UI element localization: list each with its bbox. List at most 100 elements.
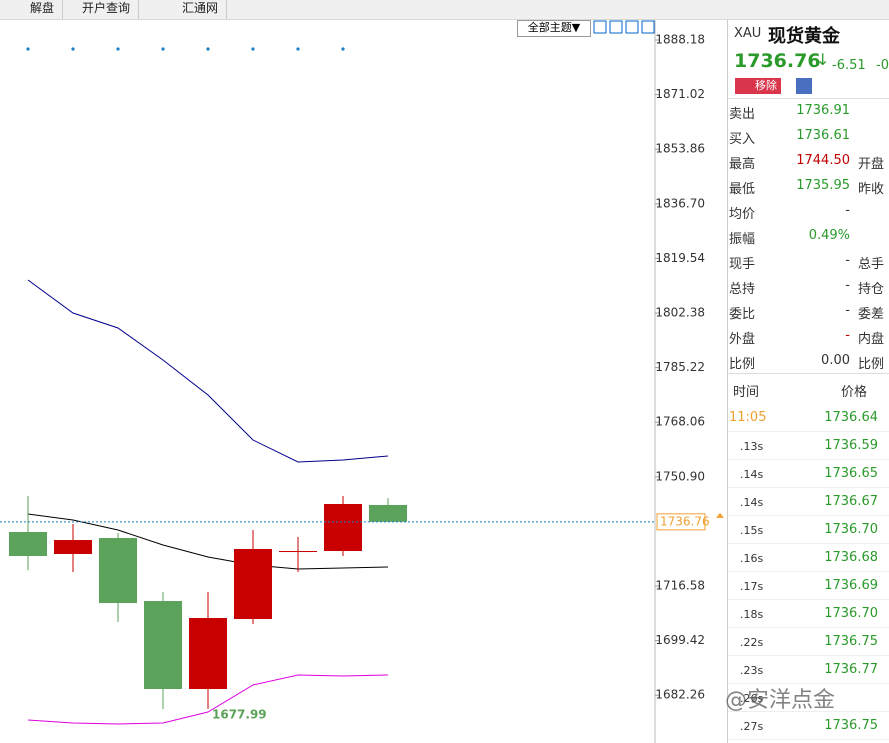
row-divider — [728, 543, 889, 544]
low-label: 1677.99 — [212, 707, 267, 721]
down-arrow: ↓ — [816, 50, 830, 69]
row-divider — [728, 711, 889, 712]
bell-button[interactable] — [796, 78, 812, 94]
icon[interactable] — [625, 20, 639, 34]
indicator-line — [27, 674, 389, 725]
trade-price: 1736.64 — [824, 410, 878, 425]
stat-label: 外盘 — [729, 332, 756, 347]
current-price-label: 1736.76 — [660, 514, 710, 528]
row-divider — [728, 487, 889, 488]
candle-body — [234, 548, 272, 619]
candle-body — [189, 618, 227, 690]
stat-value: - — [845, 278, 850, 293]
stat-value: - — [845, 328, 850, 343]
marker-dot — [161, 47, 165, 51]
row-divider — [728, 431, 889, 432]
trade-price: 1736.68 — [824, 550, 878, 565]
trade-price: 1736.75 — [824, 634, 878, 649]
trade-price: 1736.70 — [824, 606, 878, 621]
stat-extra: 总手 — [858, 257, 885, 272]
trade-time: .26s — [740, 692, 764, 705]
stat-label: 振幅 — [729, 232, 756, 247]
stat-extra: 开盘 — [858, 157, 885, 172]
y-tick-label: 1836.70 — [655, 196, 705, 210]
tab[interactable]: 汇通网 — [150, 0, 228, 19]
divider — [728, 98, 889, 99]
candle-body — [324, 504, 362, 552]
stat-label: 卖出 — [729, 107, 756, 122]
candle-body — [54, 540, 92, 554]
y-tick-label: 1716.58 — [655, 579, 705, 593]
trade-time: .27s — [740, 720, 764, 733]
candle-body — [279, 551, 317, 553]
icon[interactable] — [609, 20, 623, 34]
trades-header: 价格 — [841, 385, 868, 400]
icon[interactable] — [593, 20, 607, 34]
row-divider — [728, 599, 889, 600]
candle-body — [369, 504, 407, 522]
candle-body — [9, 532, 47, 556]
marker-dot — [116, 47, 120, 51]
row-divider — [728, 459, 889, 460]
y-tick-label: 1871.02 — [655, 87, 705, 101]
stat-label: 最低 — [729, 182, 756, 197]
stat-label: 均价 — [729, 207, 756, 222]
divider — [728, 373, 889, 374]
trade-time: .23s — [740, 664, 764, 677]
indicator-line — [27, 279, 389, 463]
stat-extra: 委差 — [858, 307, 885, 322]
symbol: XAU — [734, 26, 762, 41]
trade-price: 1736.67 — [824, 494, 878, 509]
trade-time: .22s — [740, 636, 764, 649]
y-tick-label: 1802.38 — [655, 306, 705, 320]
trade-price: 1736.77 — [824, 662, 878, 677]
stat-extra: 昨收 — [858, 182, 885, 197]
marker-dot — [251, 47, 255, 51]
trade-time: 11:05 — [729, 410, 767, 425]
y-tick-label: 1682.26 — [655, 688, 705, 702]
stat-extra: 内盘 — [858, 332, 885, 347]
trade-time: .14s — [740, 468, 764, 481]
row-divider — [728, 739, 889, 740]
marker-dot — [296, 47, 300, 51]
y-tick-label: 1819.54 — [655, 251, 705, 265]
icon[interactable] — [641, 20, 655, 34]
y-tick-label: 1785.22 — [655, 360, 705, 374]
y-tick-label: 1888.18 — [655, 33, 705, 47]
row-divider — [728, 571, 889, 572]
tab[interactable]: 解盘 — [0, 0, 64, 19]
name: 现货黄金 — [768, 26, 840, 47]
stat-value: - — [845, 203, 850, 218]
marker-dot — [26, 47, 30, 51]
stat-label: 买入 — [729, 132, 756, 147]
tab[interactable]: 开户查询 — [74, 0, 140, 19]
y-tick-label: 1750.90 — [655, 469, 705, 483]
chart: 1888.18 1871.02 1853.86 1836.70 1819.54 1802.… — [0, 20, 724, 743]
remove-button[interactable]: 移除 — [735, 78, 781, 94]
candle-body — [144, 601, 182, 690]
stat-value: - — [845, 303, 850, 318]
row-divider — [728, 655, 889, 656]
trades-header: 时间 — [733, 385, 760, 400]
trade-time: .17s — [740, 580, 764, 593]
marker-dot — [206, 47, 210, 51]
current-price-box — [656, 513, 706, 531]
price-arrow — [716, 512, 724, 518]
trade-time: .15s — [740, 524, 764, 537]
stat-extra: 持仓 — [858, 282, 885, 297]
stat-label: 最高 — [729, 157, 756, 172]
stat-value: - — [845, 253, 850, 268]
theme-button[interactable]: 全部主题▼ — [517, 20, 591, 37]
trade-price: 1736.70 — [824, 522, 878, 537]
trade-price: 1736.65 — [824, 466, 878, 481]
row-divider — [728, 683, 889, 684]
stat-value: 1735.95 — [796, 178, 850, 193]
watermark: @安洋点金 — [725, 688, 836, 713]
trade-time: .16s — [740, 552, 764, 565]
row-divider — [728, 627, 889, 628]
indicator-line — [27, 513, 389, 570]
trade-time: .14s — [740, 496, 764, 509]
y-tick-label: 1853.86 — [655, 142, 705, 156]
marker-dot — [341, 47, 345, 51]
trade-time: .18s — [740, 608, 764, 621]
